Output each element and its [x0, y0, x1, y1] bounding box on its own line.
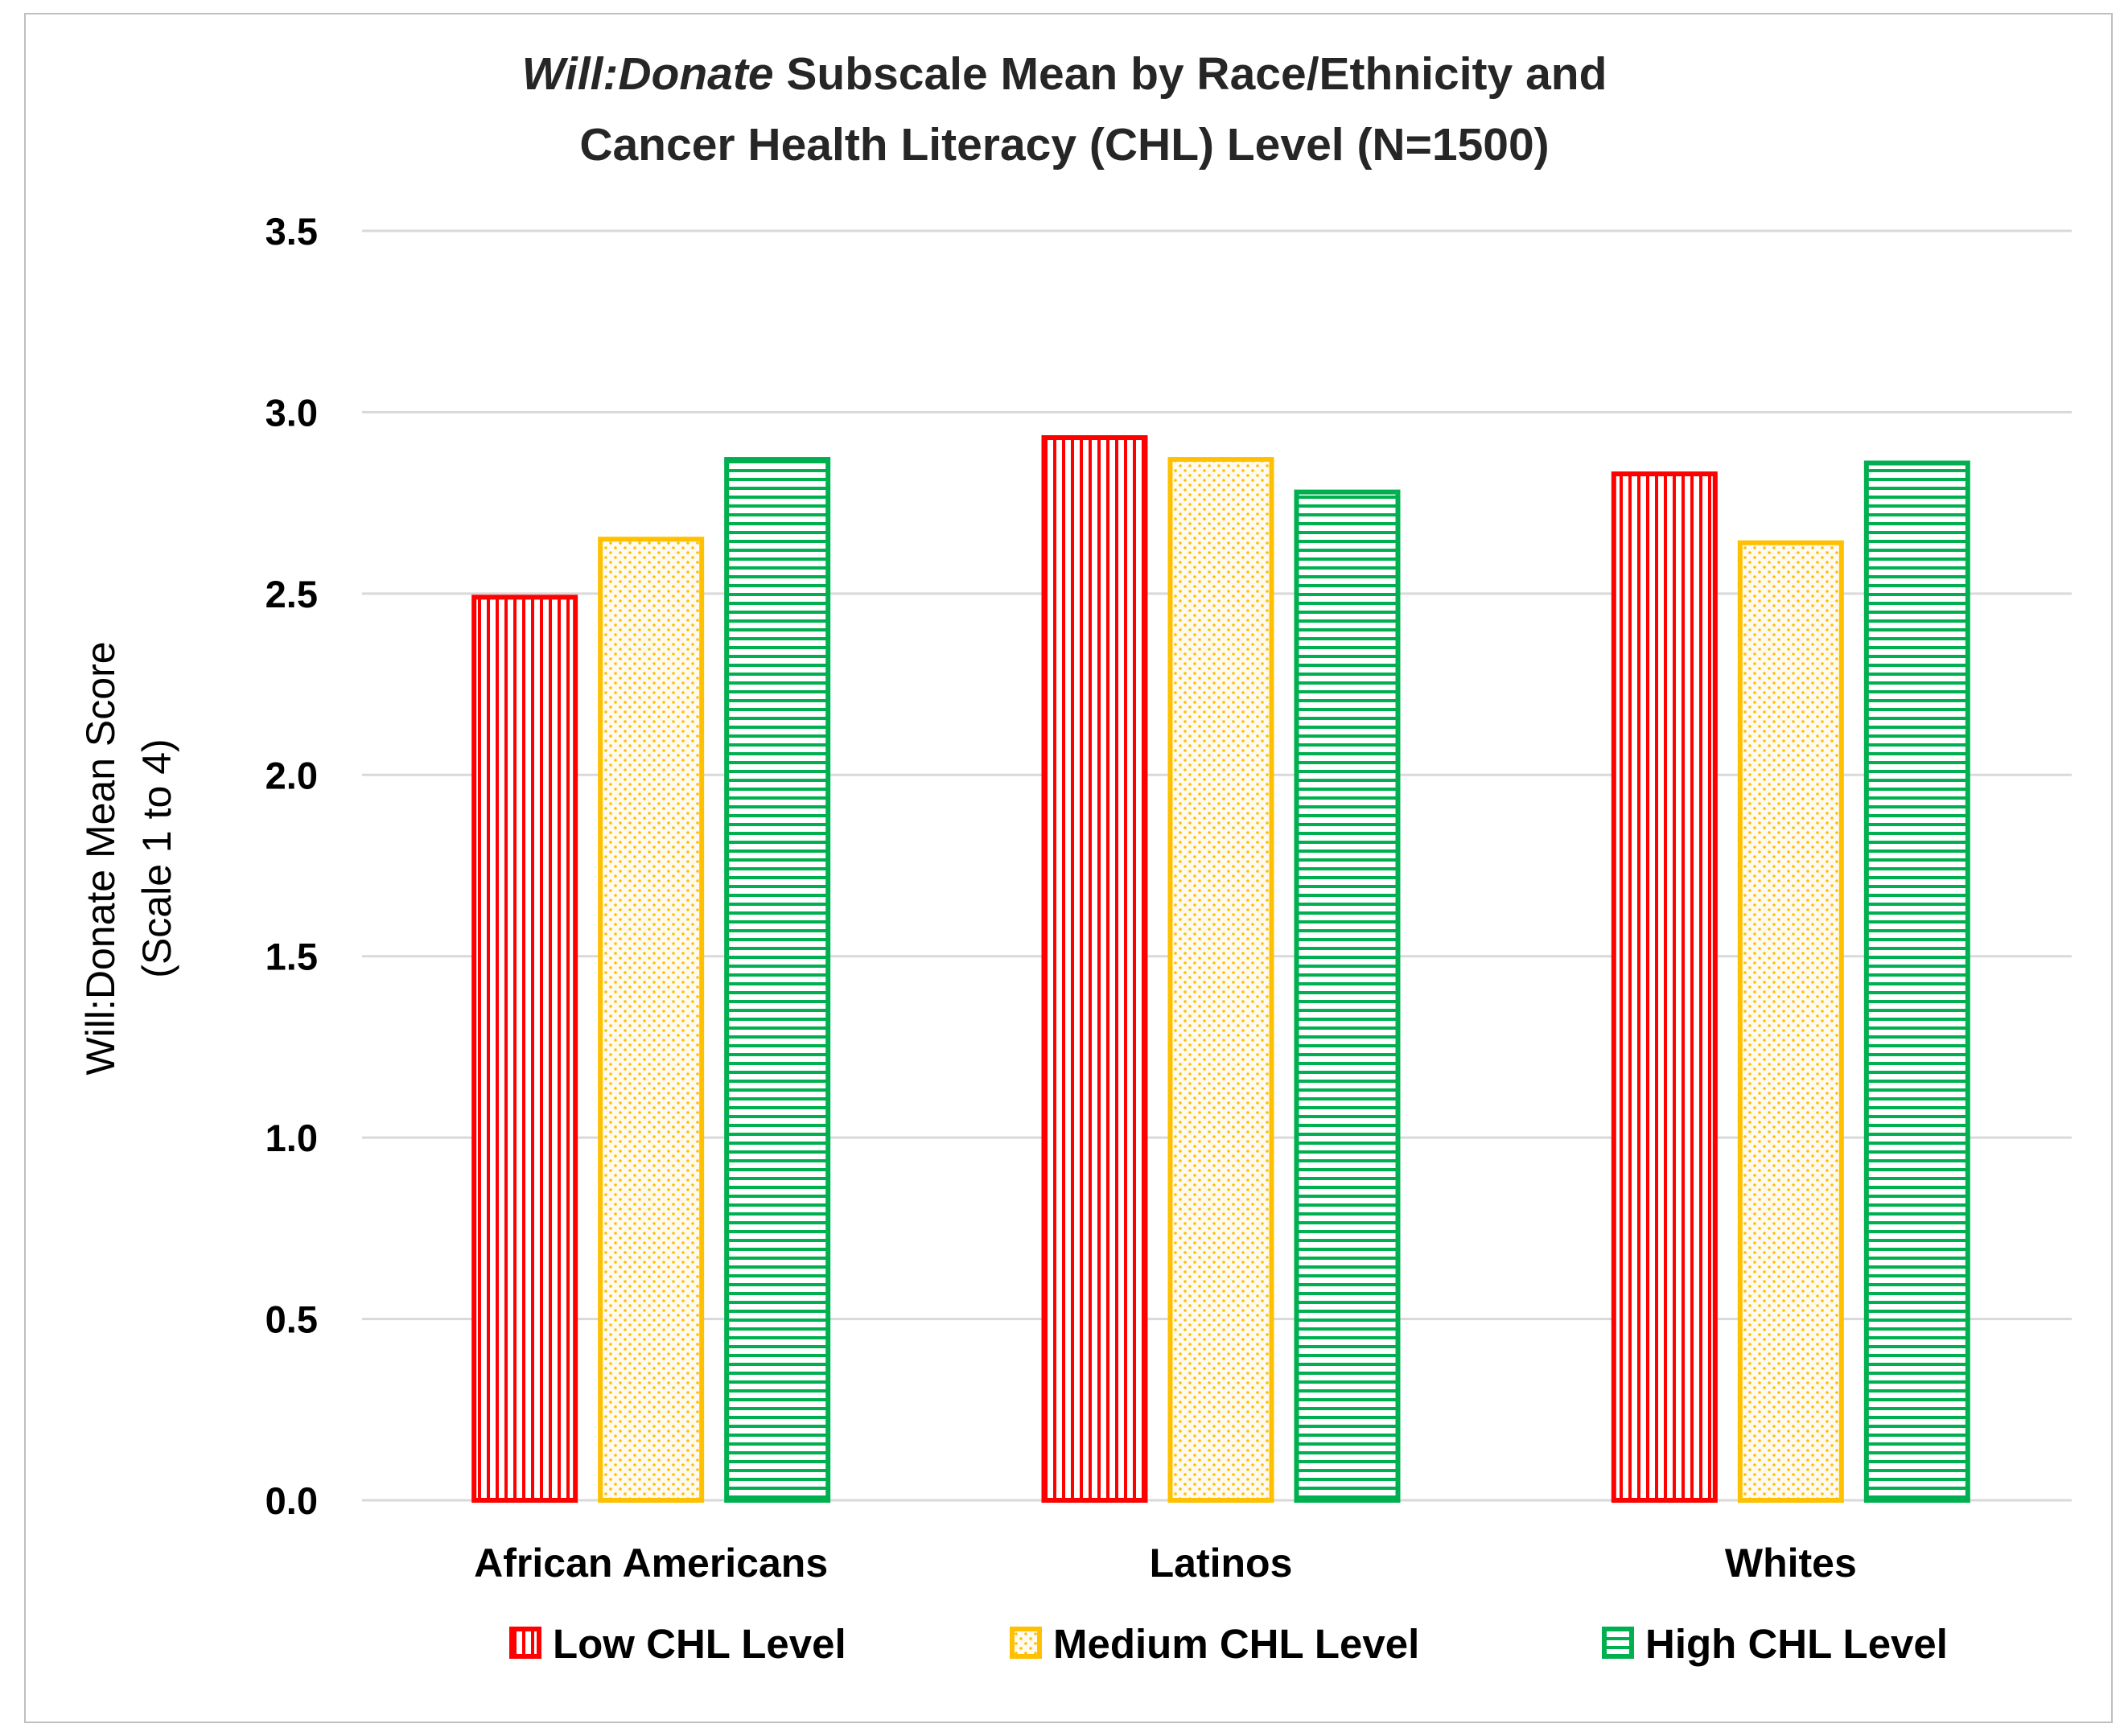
legend-swatch: [1602, 1627, 1634, 1659]
y-tick-label: 0.0: [266, 1479, 318, 1522]
bar-0-2: [1611, 471, 1718, 1503]
bar-1-2: [1737, 540, 1844, 1503]
chart-title-line1: Will:Donate Subscale Mean by Race/Ethnic…: [522, 48, 1607, 100]
y-tick-label: 1.5: [266, 936, 318, 978]
x-category-label: African Americans: [474, 1541, 828, 1586]
x-category-labels: African Americans Latinos Whites: [474, 1541, 1857, 1586]
legend-swatch: [509, 1627, 541, 1659]
legend-label: High CHL Level: [1645, 1621, 1948, 1667]
bar-2-1: [1294, 489, 1401, 1503]
legend-swatch: [1010, 1627, 1042, 1659]
bar-0-1: [1041, 434, 1148, 1504]
bar-2-0: [724, 457, 831, 1503]
y-tick-label: 0.5: [266, 1298, 318, 1341]
y-tick-label: 3.0: [266, 391, 318, 434]
y-tick-label: 2.0: [266, 754, 318, 796]
bar-1-0: [598, 537, 705, 1504]
legend-label: Medium CHL Level: [1053, 1621, 1419, 1667]
bar-1-1: [1167, 457, 1274, 1503]
chart-frame: [24, 13, 2113, 1723]
bars: [471, 434, 1970, 1504]
y-tick-label: 3.5: [266, 210, 318, 253]
chart-title-rest: Subscale Mean by Race/Ethnicity and: [774, 48, 1607, 100]
bar-2-2: [1863, 460, 1970, 1503]
chart-title-line2: Cancer Health Literacy (CHL) Level (N=15…: [579, 119, 1549, 171]
x-category-label: Whites: [1725, 1541, 1857, 1586]
legend-label: Low CHL Level: [553, 1621, 846, 1667]
y-tick-label: 1.0: [266, 1117, 318, 1159]
legend: Low CHL Level Medium CHL Level High CHL Le…: [509, 1621, 1948, 1667]
y-tick-label: 2.5: [266, 573, 318, 615]
chart-title-italic: Will:Donate: [522, 48, 774, 100]
y-axis-title-line2: (Scale 1 to 4): [134, 738, 179, 977]
y-axis-title-line1: Will:Donate Mean Score: [78, 641, 123, 1075]
x-category-label: Latinos: [1150, 1541, 1293, 1586]
bar-0-0: [471, 594, 578, 1503]
y-tick-labels: 0.0 0.5 1.0 1.5 2.0 2.5 3.0 3.5: [266, 210, 318, 1522]
